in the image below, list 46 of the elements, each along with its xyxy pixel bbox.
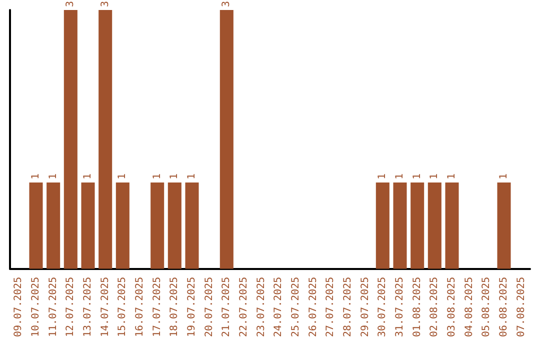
x-tick-label: 21.07.2025 xyxy=(221,276,232,338)
x-tick-label: 01.08.2025 xyxy=(412,276,423,338)
data-label: 1 xyxy=(152,174,163,180)
x-tick-label: 25.07.2025 xyxy=(290,276,302,338)
x-tick-label: 24.07.2025 xyxy=(273,276,284,338)
data-label: 3 xyxy=(65,0,76,7)
x-tick-label: 30.07.2025 xyxy=(377,276,388,338)
data-label: 1 xyxy=(30,174,42,180)
x-tick-label: 12.07.2025 xyxy=(65,276,76,338)
x-tick-label: 16.07.2025 xyxy=(134,276,146,338)
x-tick-label: 31.07.2025 xyxy=(394,276,406,338)
x-tick-label: 27.07.2025 xyxy=(325,276,336,338)
data-label: 3 xyxy=(100,0,111,7)
x-tick-label: 09.07.2025 xyxy=(13,276,24,338)
data-label: 1 xyxy=(169,174,180,180)
x-tick-label: 10.07.2025 xyxy=(30,276,42,338)
data-label: 1 xyxy=(412,174,423,180)
x-tick-label: 15.07.2025 xyxy=(117,276,128,338)
x-tick-label: 18.07.2025 xyxy=(169,276,180,338)
x-tick-label: 28.07.2025 xyxy=(342,276,354,338)
x-tick-label: 23.07.2025 xyxy=(256,276,267,338)
data-label: 1 xyxy=(117,174,128,180)
data-label: 1 xyxy=(186,174,198,180)
x-tick-label: 05.08.2025 xyxy=(481,276,492,338)
data-label: 1 xyxy=(429,174,440,180)
x-tick-label: 17.07.2025 xyxy=(152,276,163,338)
x-tick-label: 13.07.2025 xyxy=(82,276,94,338)
x-tick-label: 06.08.2025 xyxy=(498,276,510,338)
data-label: 1 xyxy=(48,174,59,180)
data-label: 1 xyxy=(498,174,510,180)
data-label: 1 xyxy=(394,174,406,180)
data-label: 1 xyxy=(377,174,388,180)
x-tick-label: 02.08.2025 xyxy=(429,276,440,338)
x-tick-label: 29.07.2025 xyxy=(360,276,371,338)
x-tick-label: 03.08.2025 xyxy=(446,276,458,338)
x-tick-label: 19.07.2025 xyxy=(186,276,198,338)
x-tick-label: 22.07.2025 xyxy=(238,276,250,338)
x-tick-label: 14.07.2025 xyxy=(100,276,111,338)
x-tick-label: 11.07.2025 xyxy=(48,276,59,338)
data-label: 3 xyxy=(221,0,232,7)
x-tick-label: 07.08.2025 xyxy=(516,276,527,338)
x-tick-label: 04.08.2025 xyxy=(464,276,475,338)
data-label: 1 xyxy=(82,174,94,180)
x-tick-label: 26.07.2025 xyxy=(308,276,319,338)
data-label: 1 xyxy=(446,174,458,180)
x-tick-label: 20.07.2025 xyxy=(204,276,215,338)
